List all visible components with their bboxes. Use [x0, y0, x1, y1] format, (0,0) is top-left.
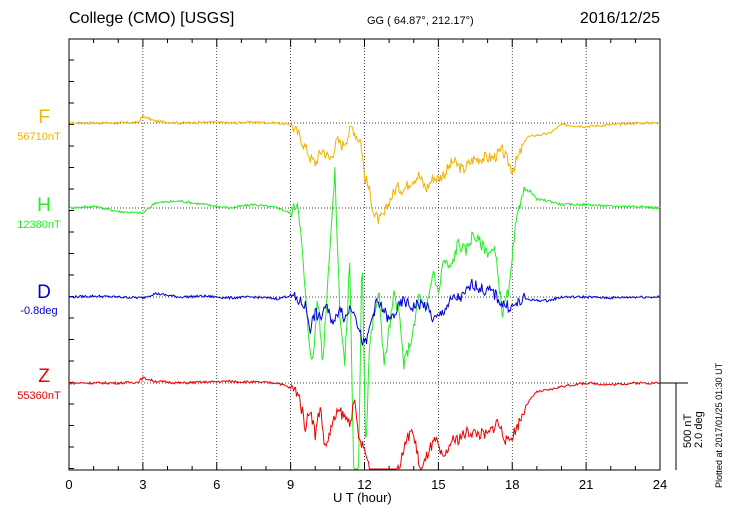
geo-coordinates: GG ( 64.87°, 212.17°): [367, 15, 474, 27]
x-tick-label: 18: [505, 477, 519, 492]
series-line-d: [68, 278, 661, 346]
series-line-z: [68, 376, 661, 471]
x-tick-label: 15: [431, 477, 445, 492]
series-label-d: D: [37, 282, 51, 303]
x-tick-label: 0: [65, 477, 72, 492]
station-title: College (CMO) [USGS]: [69, 10, 235, 27]
x-tick-label: 12: [357, 477, 371, 492]
series-baseline-f: 56710nT: [17, 131, 61, 143]
series-baseline-h: 12380nT: [17, 219, 61, 231]
series-line-f: [68, 114, 661, 225]
series-label-z: Z: [38, 366, 50, 387]
plotted-timestamp: Plotted at 2017/01/25 01:30 UT: [714, 362, 724, 488]
date-label: 2016/12/25: [579, 10, 660, 27]
traces: [68, 114, 661, 471]
series-line-h: [68, 167, 661, 470]
x-tick-label: 9: [287, 477, 294, 492]
series-baseline-d: -0.8deg: [20, 305, 58, 317]
x-axis-ticks: 0 3 6 9 12 15 18 21 24: [65, 39, 667, 492]
scale-bar-deg: 2.0 deg: [693, 411, 705, 448]
x-tick-label: 6: [213, 477, 220, 492]
series-baseline-z: 55360nT: [17, 390, 61, 402]
x-axis-title: U T (hour): [333, 490, 392, 505]
scale-bar: [660, 382, 688, 470]
series-label-h: H: [37, 195, 51, 216]
series-label-f: F: [38, 107, 50, 128]
x-tick-label: 3: [139, 477, 146, 492]
x-tick-label: 24: [653, 477, 667, 492]
x-tick-label: 21: [579, 477, 593, 492]
